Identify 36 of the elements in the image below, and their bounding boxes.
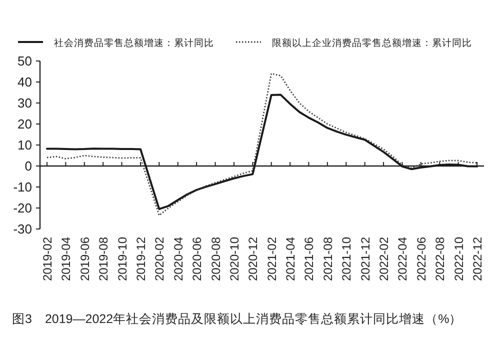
x-tick-label: 2022-04 (396, 236, 410, 282)
legend-label: 限额以上企业消费品零售总额增速：累计同比 (272, 37, 472, 49)
y-tick-label: 20 (18, 116, 32, 132)
x-tick-label: 2021-06 (302, 236, 316, 282)
legend-label: 社会消费品零售总额增速：累计同比 (54, 37, 214, 49)
y-tick-label: 50 (18, 54, 32, 68)
x-tick-label: 2020-06 (190, 236, 204, 282)
x-tick-label: 2019-10 (115, 236, 130, 282)
x-tick-label: 2019-02 (40, 236, 54, 282)
x-tick-label: 2019-04 (59, 236, 74, 282)
x-tick-label: 2021-02 (264, 236, 279, 282)
x-tick-label: 2020-04 (171, 236, 186, 282)
x-tick-label: 2019-06 (78, 236, 92, 282)
y-tick-label: -10 (13, 180, 32, 194)
x-tick-label: 2020-02 (152, 236, 167, 282)
y-tick-label: -20 (13, 200, 32, 216)
x-tick-label: 2022-12 (470, 236, 484, 282)
caption: 图3 2019—2022年社会消费品及限额以上消费品零售总额累计同比增速（%） (12, 312, 462, 326)
x-tick-label: 2021-04 (284, 236, 298, 282)
x-tick-label: 2022-08 (433, 236, 448, 282)
x-tick-label: 2020-08 (208, 236, 223, 282)
x-tick-label: 2020-12 (246, 236, 260, 282)
x-tick-label: 2021-08 (320, 236, 335, 282)
y-tick-label: 30 (18, 96, 32, 110)
y-tick-label: 10 (18, 138, 32, 152)
y-tick-label: 40 (18, 74, 32, 90)
y-tick-label: 0 (24, 158, 32, 174)
y-tick-label: -30 (13, 222, 32, 236)
x-tick-label: 2022-02 (377, 236, 392, 282)
x-tick-label: 2019-12 (134, 236, 148, 282)
x-tick-label: 2022-06 (414, 236, 428, 282)
x-tick-label: 2021-12 (358, 236, 372, 282)
x-tick-label: 2022-10 (452, 236, 466, 282)
x-tick-label: 2019-08 (96, 236, 111, 282)
x-tick-label: 2021-10 (340, 236, 354, 282)
x-tick-label: 2020-10 (227, 236, 242, 282)
